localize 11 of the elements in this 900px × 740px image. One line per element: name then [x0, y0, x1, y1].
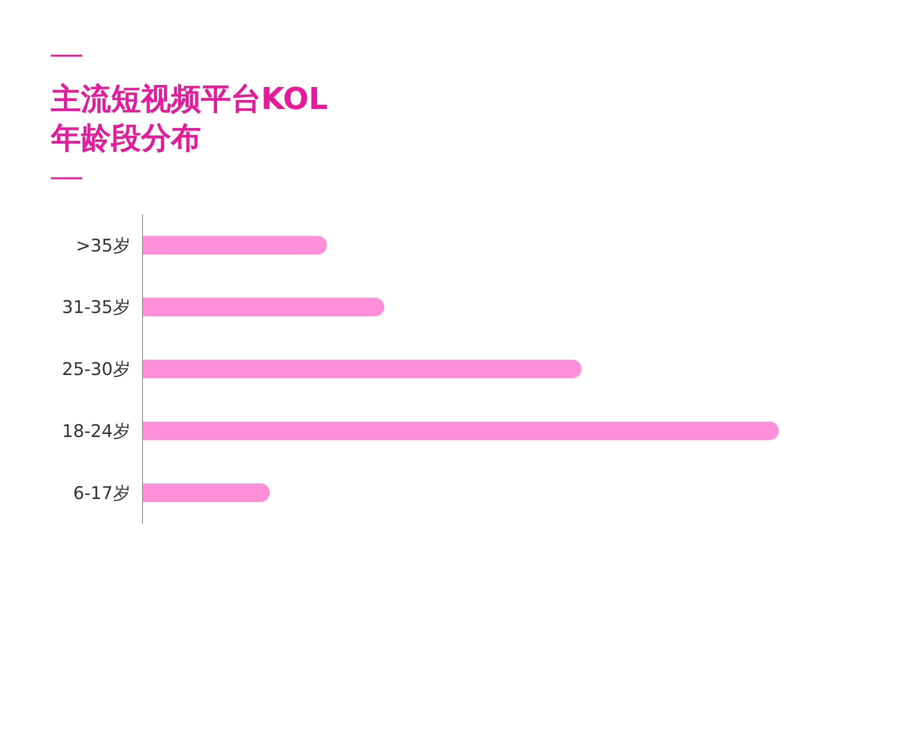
y-tick-label: >35岁 — [76, 236, 131, 256]
bar — [142, 236, 327, 254]
y-tick-label: 18-24岁 — [62, 422, 131, 442]
bar — [142, 483, 270, 502]
y-tick-label: 6-17岁 — [73, 484, 131, 504]
y-tick-label: 31-35岁 — [62, 298, 131, 318]
y-tick-label: 25-30岁 — [62, 360, 131, 380]
bar — [142, 298, 384, 316]
bar — [142, 422, 779, 440]
bar — [142, 360, 582, 378]
chart-title: 主流短视频平台KOL年龄段分布 — [50, 82, 328, 156]
